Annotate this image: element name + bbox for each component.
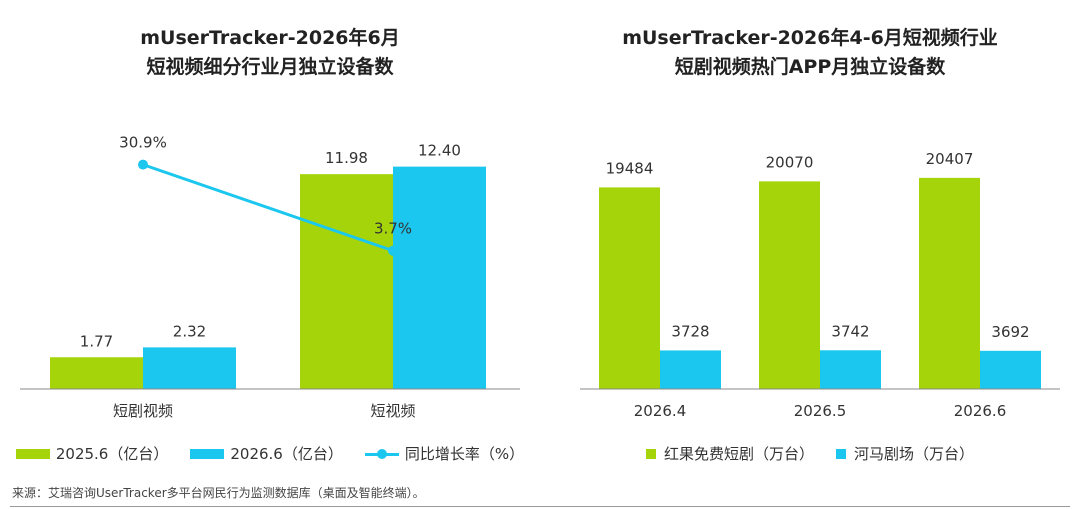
legend-item-growth: 同比增长率（%） (364, 443, 525, 464)
right-chart-plot: 19484 3728 2026.4 20070 3742 2026.5 20407 3692 2… (580, 150, 1060, 420)
growth-point-0 (138, 159, 148, 170)
left-chart-title: mUserTracker-2026年6月 短视频细分行业月独立设备数 (0, 24, 540, 82)
bar-label-0-0: 1.77 (80, 332, 113, 350)
bar-0-0 (50, 357, 143, 389)
source-divider (10, 506, 1070, 507)
left-chart-title-line1: mUserTracker-2026年6月 (140, 27, 400, 49)
app-bar-label-0-2: 20407 (926, 150, 974, 168)
bar-label-0-1: 11.98 (325, 149, 368, 167)
bar-1-0 (143, 347, 236, 389)
left-chart-title-line2: 短视频细分行业月独立设备数 (146, 56, 394, 78)
right-chart-title-line2: 短剧视频热门APP月独立设备数 (674, 56, 946, 78)
source-note: 来源：艾瑞咨询UserTracker多平台网民行为监测数据库（桌面及智能终端）。 (12, 486, 425, 500)
right-chart-title-line1: mUserTracker-2026年4-6月短视频行业 (622, 27, 998, 49)
legend-swatch-line (364, 448, 399, 460)
legend-swatch-cyan-sq (836, 448, 846, 459)
x-tick-label-1: 短视频 (370, 402, 415, 420)
legend-label-growth: 同比增长率（%） (404, 445, 525, 463)
legend-swatch-green (15, 448, 50, 459)
app-bar-label-1-2: 3692 (991, 323, 1029, 341)
app-bar-1-1 (820, 350, 881, 389)
app-x-tick-label-2: 2026.6 (954, 402, 1007, 420)
app-bar-label-0-0: 19484 (606, 159, 654, 177)
legend-label-hongguo: 红果免费短剧（万台） (663, 445, 814, 463)
app-bar-1-0 (660, 350, 721, 389)
left-chart-panel: mUserTracker-2026年6月 短视频细分行业月独立设备数 1.77 2… (0, 0, 540, 480)
legend-swatch-green-sq (645, 448, 656, 459)
app-bar-0-0 (599, 187, 660, 389)
left-chart-plot: 1.77 2.32 短剧视频 11.98 12.40 短视频 30.9% 3.7% (20, 134, 520, 420)
app-x-tick-label-1: 2026.5 (794, 402, 847, 420)
app-bar-label-1-1: 3742 (831, 322, 869, 340)
app-bar-label-0-1: 20070 (766, 153, 814, 171)
bar-0-1 (300, 174, 393, 389)
app-bar-label-1-0: 3728 (671, 322, 709, 340)
growth-label-1: 3.7% (374, 220, 412, 238)
legend-label-2025: 2025.6（亿台） (55, 445, 169, 463)
app-bar-1-2 (980, 350, 1041, 389)
left-chart-legend: 2025.6（亿台） 2026.6（亿台） 同比增长率（%） (0, 443, 540, 464)
x-tick-label-0: 短剧视频 (113, 402, 173, 420)
bar-label-1-0: 2.32 (173, 322, 206, 340)
growth-point-1 (388, 245, 398, 256)
app-bar-0-2 (919, 177, 980, 389)
legend-label-hema: 河马剧场（万台） (854, 445, 975, 463)
right-chart-title: mUserTracker-2026年4-6月短视频行业 短剧视频热门APP月独立… (540, 24, 1080, 82)
legend-item-2026: 2026.6（亿台） (190, 443, 343, 464)
legend-swatch-cyan (190, 448, 225, 459)
right-chart-panel: mUserTracker-2026年4-6月短视频行业 短剧视频热门APP月独立… (540, 0, 1080, 480)
right-chart-legend: 红果免费短剧（万台） 河马剧场（万台） (540, 443, 1080, 464)
app-x-tick-label-0: 2026.4 (634, 402, 687, 420)
growth-line (142, 163, 394, 253)
app-bar-0-1 (759, 181, 820, 389)
legend-item-hema: 河马剧场（万台） (836, 443, 974, 464)
legend-item-2025: 2025.6（亿台） (15, 443, 169, 464)
growth-label-0: 30.9% (119, 134, 167, 152)
bar-label-1-1: 12.40 (418, 142, 461, 160)
legend-label-2026: 2026.6（亿台） (230, 445, 343, 463)
legend-item-hongguo: 红果免费短剧（万台） (645, 443, 814, 464)
bar-1-1 (393, 166, 486, 389)
